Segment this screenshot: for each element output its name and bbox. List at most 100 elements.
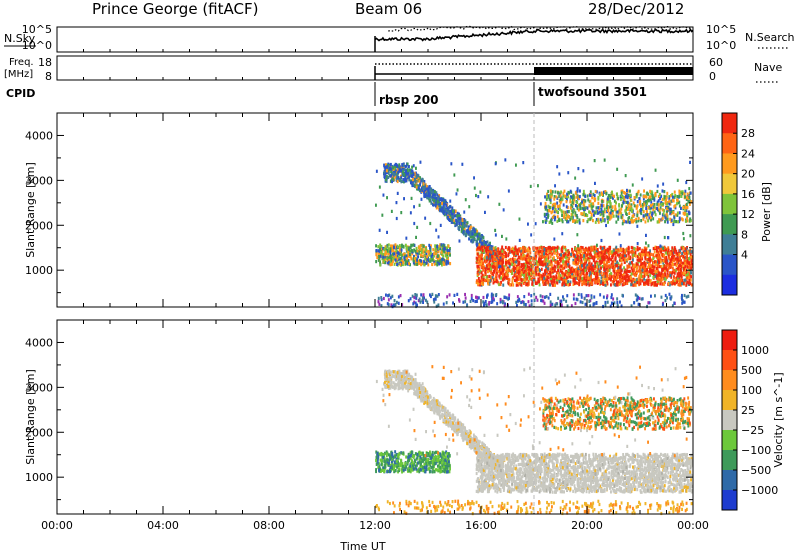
echo-cell bbox=[600, 207, 603, 212]
echo-cell bbox=[619, 275, 621, 279]
echo-cell bbox=[555, 274, 558, 278]
echo-cell bbox=[475, 260, 478, 264]
echo-cell bbox=[662, 276, 665, 280]
echo-cell bbox=[479, 269, 482, 274]
echo-cell bbox=[435, 197, 438, 201]
echo-cell bbox=[626, 206, 628, 210]
echo-cell bbox=[440, 248, 443, 252]
echo-cell bbox=[492, 246, 495, 250]
echo-cell bbox=[660, 279, 663, 283]
echo-cell bbox=[545, 218, 548, 222]
echo-cell bbox=[580, 202, 582, 206]
echo-cell bbox=[592, 268, 595, 272]
echo-cell bbox=[658, 271, 661, 275]
echo-cell bbox=[572, 196, 575, 200]
echo-cell bbox=[554, 260, 557, 264]
echo-cell bbox=[455, 220, 458, 224]
echo-cell bbox=[661, 248, 663, 252]
echo-cell bbox=[536, 262, 538, 266]
echo-cell bbox=[546, 275, 549, 279]
nsearch-tick-top: 10^5 bbox=[706, 23, 736, 36]
echo-cell bbox=[525, 249, 527, 253]
echo-cell bbox=[614, 204, 617, 208]
echo-cell bbox=[515, 264, 518, 268]
echo-cell bbox=[533, 292, 536, 296]
echo-cell bbox=[572, 219, 574, 223]
echo-cell bbox=[401, 243, 403, 247]
echo-cell bbox=[379, 263, 382, 267]
echo-cell bbox=[565, 282, 567, 287]
echo-cell bbox=[385, 169, 388, 173]
echo-cell bbox=[629, 257, 632, 261]
echo-cell bbox=[527, 292, 530, 296]
freq-tick-top: 18 bbox=[38, 56, 52, 69]
echo-cell bbox=[520, 283, 523, 287]
echo-cell bbox=[670, 209, 673, 213]
echo-cell bbox=[388, 258, 391, 262]
echo-cell bbox=[640, 208, 642, 212]
echo-cell bbox=[581, 269, 584, 273]
echo-cell bbox=[441, 263, 443, 267]
echo-cell bbox=[596, 271, 598, 276]
echo-cell bbox=[641, 297, 644, 301]
echo-cell bbox=[627, 269, 630, 274]
echo-cell bbox=[553, 281, 556, 285]
echo-cell bbox=[483, 247, 486, 251]
echo-cell bbox=[602, 204, 605, 208]
echo-cell bbox=[548, 261, 551, 266]
echo-cell bbox=[515, 269, 518, 273]
echo-cell bbox=[401, 253, 404, 257]
echo-cell bbox=[437, 293, 440, 297]
echo-cell bbox=[409, 173, 412, 177]
echo-cell bbox=[676, 257, 679, 261]
echo-cell bbox=[634, 251, 637, 255]
echo-cell bbox=[636, 210, 639, 214]
echo-cell bbox=[523, 254, 526, 258]
echo-cell bbox=[484, 270, 487, 275]
echo-cell bbox=[657, 277, 660, 281]
echo-cell bbox=[453, 212, 456, 216]
echo-cell bbox=[448, 249, 451, 253]
echo-cell bbox=[651, 194, 654, 198]
echo-cell bbox=[401, 258, 404, 263]
echo-cell bbox=[390, 303, 393, 307]
echo-cell bbox=[422, 250, 425, 254]
echo-cell bbox=[646, 201, 648, 205]
echo-cell bbox=[615, 210, 618, 214]
echo-cell bbox=[650, 190, 653, 194]
echo-cell bbox=[588, 248, 591, 252]
echo-cell bbox=[690, 283, 693, 287]
echo-cell bbox=[580, 258, 583, 262]
echo-cell bbox=[387, 169, 390, 174]
echo-cell bbox=[649, 279, 652, 283]
echo-cell bbox=[544, 248, 546, 252]
echo-cell bbox=[617, 248, 620, 252]
echo-cell bbox=[565, 205, 568, 209]
echo-cell bbox=[406, 246, 408, 250]
echo-cell bbox=[434, 260, 437, 264]
echo-cell bbox=[677, 274, 680, 278]
echo-cell bbox=[648, 199, 650, 203]
echo-cell bbox=[498, 268, 501, 272]
echo-cell bbox=[396, 262, 398, 266]
echo-cell bbox=[441, 244, 444, 248]
echo-cell bbox=[443, 244, 446, 248]
echo-cell bbox=[552, 275, 555, 279]
echo-cell bbox=[534, 266, 537, 270]
echo-cell bbox=[671, 253, 674, 257]
echo-cell bbox=[667, 248, 670, 252]
echo-cell bbox=[572, 282, 575, 286]
echo-cell bbox=[669, 251, 672, 255]
echo-cell bbox=[439, 205, 442, 209]
echo-cell bbox=[651, 264, 654, 269]
echo-cell bbox=[574, 254, 577, 259]
echo-cell bbox=[680, 267, 682, 272]
echo-cell bbox=[649, 189, 652, 193]
echo-cell bbox=[520, 270, 523, 274]
echo-cell bbox=[546, 195, 549, 199]
echo-cell bbox=[387, 303, 390, 307]
echo-cell bbox=[623, 281, 626, 285]
echo-cell bbox=[577, 208, 580, 212]
echo-cell bbox=[453, 220, 456, 225]
echo-cell bbox=[666, 269, 669, 273]
